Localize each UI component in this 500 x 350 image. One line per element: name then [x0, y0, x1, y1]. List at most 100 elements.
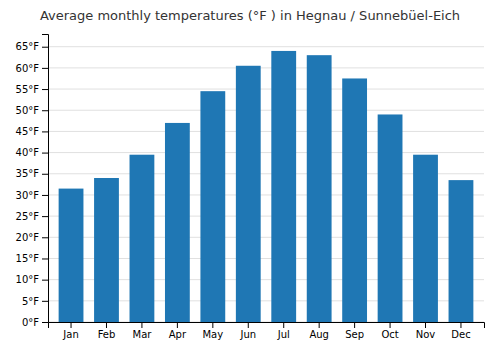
tick: 5°F	[22, 296, 48, 307]
tick: 10°F	[16, 274, 48, 285]
tick-mark	[42, 110, 48, 111]
axis-line	[42, 35, 49, 323]
tick: Nov	[416, 322, 436, 340]
grid-line	[48, 67, 484, 68]
tick-label: 0°F	[22, 317, 39, 328]
bar	[307, 55, 332, 322]
chart: 0°F 5°F 10°F 15°F 20°F 25°F 30°F 35°F 40°F 45°F 50…	[0, 0, 500, 350]
tick-mark	[248, 322, 249, 328]
tick: Mar	[132, 322, 152, 340]
bar	[449, 180, 474, 322]
grid-line	[48, 131, 484, 132]
title: Average monthly temperatures (°F ) in He…	[40, 8, 460, 23]
tick-mark	[425, 322, 426, 328]
tick: Sep	[345, 322, 364, 340]
tick-label: 25°F	[16, 211, 40, 222]
tick-label: Aug	[309, 329, 329, 340]
tick-mark	[354, 322, 355, 328]
tick: Dec	[451, 322, 470, 340]
tick: 20°F	[16, 232, 48, 243]
tick-mark	[42, 68, 48, 69]
grid-line	[48, 110, 484, 111]
grid-line	[48, 152, 484, 153]
tick-label: 20°F	[16, 232, 40, 243]
bar	[236, 66, 261, 322]
chart-container: 0°F 5°F 10°F 15°F 20°F 25°F 30°F 35°F 40°F 45°F 50…	[0, 0, 500, 350]
tick: Oct	[381, 322, 398, 340]
tick: 15°F	[16, 253, 48, 264]
tick-mark	[42, 258, 48, 259]
tick-mark	[106, 322, 107, 328]
tick-label: 35°F	[16, 168, 40, 179]
tick-mark	[460, 322, 461, 328]
tick-mark	[42, 216, 48, 217]
bar	[413, 155, 438, 322]
tick-label: 55°F	[16, 84, 40, 95]
tick-label: 45°F	[16, 126, 40, 137]
tick-label: Apr	[169, 329, 187, 340]
tick: Aug	[309, 322, 329, 340]
tick: 40°F	[16, 147, 48, 158]
tick-label: Jan	[62, 329, 78, 340]
tick-mark	[71, 322, 72, 328]
tick-mark	[212, 322, 213, 328]
tick-label: Jun	[239, 329, 256, 340]
tick-label: 50°F	[16, 105, 40, 116]
tick: 65°F	[16, 41, 48, 52]
tick-mark	[42, 301, 48, 302]
tick: Jan	[62, 322, 78, 340]
tick: Jun	[239, 322, 256, 340]
tick-label: May	[202, 329, 223, 340]
grid	[48, 47, 484, 322]
bar	[59, 189, 84, 322]
tick: 0°F	[22, 317, 48, 328]
tick-label: Dec	[451, 329, 470, 340]
tick-label: Oct	[381, 329, 398, 340]
bar	[94, 178, 119, 322]
tick-mark	[319, 322, 320, 328]
tick: 30°F	[16, 190, 48, 201]
tick-mark	[42, 195, 48, 196]
tick-mark	[42, 153, 48, 154]
bar	[200, 91, 225, 322]
tick: Apr	[169, 322, 187, 340]
tick-label: 30°F	[16, 190, 40, 201]
tick-mark	[141, 322, 142, 328]
tick: Feb	[98, 322, 116, 340]
tick: 45°F	[16, 126, 48, 137]
bar	[378, 114, 403, 322]
tick: 55°F	[16, 84, 48, 95]
bar	[271, 51, 296, 322]
axis-line	[49, 323, 485, 329]
tick-label: Jul	[277, 329, 290, 340]
tick: May	[202, 322, 223, 340]
bar	[165, 123, 190, 322]
tick-label: 5°F	[22, 296, 39, 307]
tick: Jul	[277, 322, 290, 340]
tick: 35°F	[16, 168, 48, 179]
grid-line	[48, 46, 484, 47]
tick: 60°F	[16, 63, 48, 74]
tick-mark	[42, 237, 48, 238]
bar	[342, 78, 367, 322]
tick-mark	[42, 174, 48, 175]
plot: 0°F 5°F 10°F 15°F 20°F 25°F 30°F 35°F 40°F 45°F 50…	[16, 35, 485, 341]
tick-label: Mar	[132, 329, 152, 340]
bar	[130, 155, 155, 322]
tick-mark	[390, 322, 391, 328]
tick-mark	[42, 89, 48, 90]
tick-label: 10°F	[16, 274, 40, 285]
y-axis: 0°F 5°F 10°F 15°F 20°F 25°F 30°F 35°F 40°F 45°F 50…	[16, 35, 49, 328]
tick-label: 65°F	[16, 41, 40, 52]
tick-label: Sep	[345, 329, 364, 340]
tick: 50°F	[16, 105, 48, 116]
tick-label: 15°F	[16, 253, 40, 264]
tick-mark	[42, 131, 48, 132]
tick-mark	[42, 280, 48, 281]
tick-mark	[283, 322, 284, 328]
tick-label: 40°F	[16, 147, 40, 158]
tick-mark	[177, 322, 178, 328]
tick-mark	[42, 322, 48, 323]
tick-label: 60°F	[16, 63, 40, 74]
bars	[59, 51, 474, 322]
